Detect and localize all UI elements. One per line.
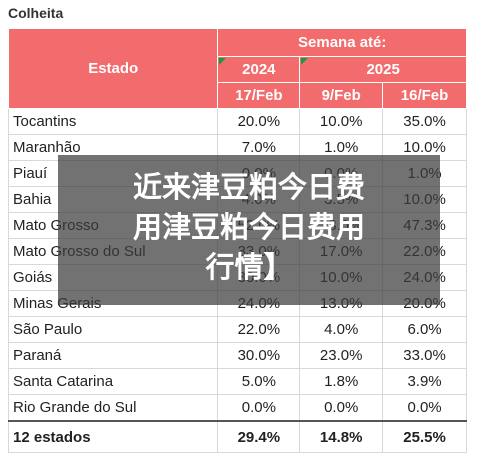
row: Santa Catarina 5.0% 1.8% 3.9% <box>7 368 467 395</box>
row: Rio Grande do Sul 0.0% 0.0% 0.0% <box>7 394 467 422</box>
state-cell: São Paulo <box>7 316 219 343</box>
title: Colheita <box>8 5 64 21</box>
overlay-line: 行情】 <box>205 250 293 284</box>
total-value: 14.8% <box>299 420 384 453</box>
overlay-line: 用津豆粕今日费用 <box>132 210 365 244</box>
row: São Paulo 22.0% 4.0% 6.0% <box>7 316 467 343</box>
state-cell: Santa Catarina <box>7 368 219 395</box>
value-cell: 20.0% <box>217 108 301 135</box>
total-value: 29.4% <box>217 420 301 453</box>
value-cell: 1.8% <box>299 368 384 395</box>
header-year: 2024 <box>217 56 301 83</box>
value-cell: 3.9% <box>382 368 467 395</box>
state-cell: Rio Grande do Sul <box>7 394 219 422</box>
value-cell: 22.0% <box>217 316 301 343</box>
total-label: 12 estados <box>7 420 219 453</box>
header-year: 2025 <box>299 56 467 83</box>
year-text: 2024 <box>242 61 276 78</box>
value-cell: 0.0% <box>382 394 467 422</box>
header-date: 9/Feb <box>299 82 384 109</box>
header-date: 16/Feb <box>382 82 467 109</box>
overlay-banner: 近来津豆粕今日费 用津豆粕今日费用 行情】 <box>58 155 440 305</box>
year-text: 2025 <box>366 61 400 78</box>
total-value: 25.5% <box>382 420 467 453</box>
header-date: 17/Feb <box>217 82 301 109</box>
overlay-line: 近来津豆粕今日费 <box>132 170 365 204</box>
value-cell: 6.0% <box>382 316 467 343</box>
value-cell: 23.0% <box>299 342 384 369</box>
state-cell: Paraná <box>7 342 219 369</box>
total-row: 12 estados 29.4% 14.8% 25.5% <box>7 420 467 453</box>
value-cell: 0.0% <box>217 394 301 422</box>
value-cell: 5.0% <box>217 368 301 395</box>
value-cell: 35.0% <box>382 108 467 135</box>
row: Tocantins 20.0% 10.0% 35.0% <box>7 108 467 135</box>
value-cell: 30.0% <box>217 342 301 369</box>
state-cell: Tocantins <box>7 108 219 135</box>
value-cell: 10.0% <box>299 108 384 135</box>
header-semana: Semana até: <box>217 28 467 57</box>
value-cell: 33.0% <box>382 342 467 369</box>
value-cell: 4.0% <box>299 316 384 343</box>
value-cell: 0.0% <box>299 394 384 422</box>
header-estado: Estado <box>7 28 219 109</box>
row: Paraná 30.0% 23.0% 33.0% <box>7 342 467 369</box>
